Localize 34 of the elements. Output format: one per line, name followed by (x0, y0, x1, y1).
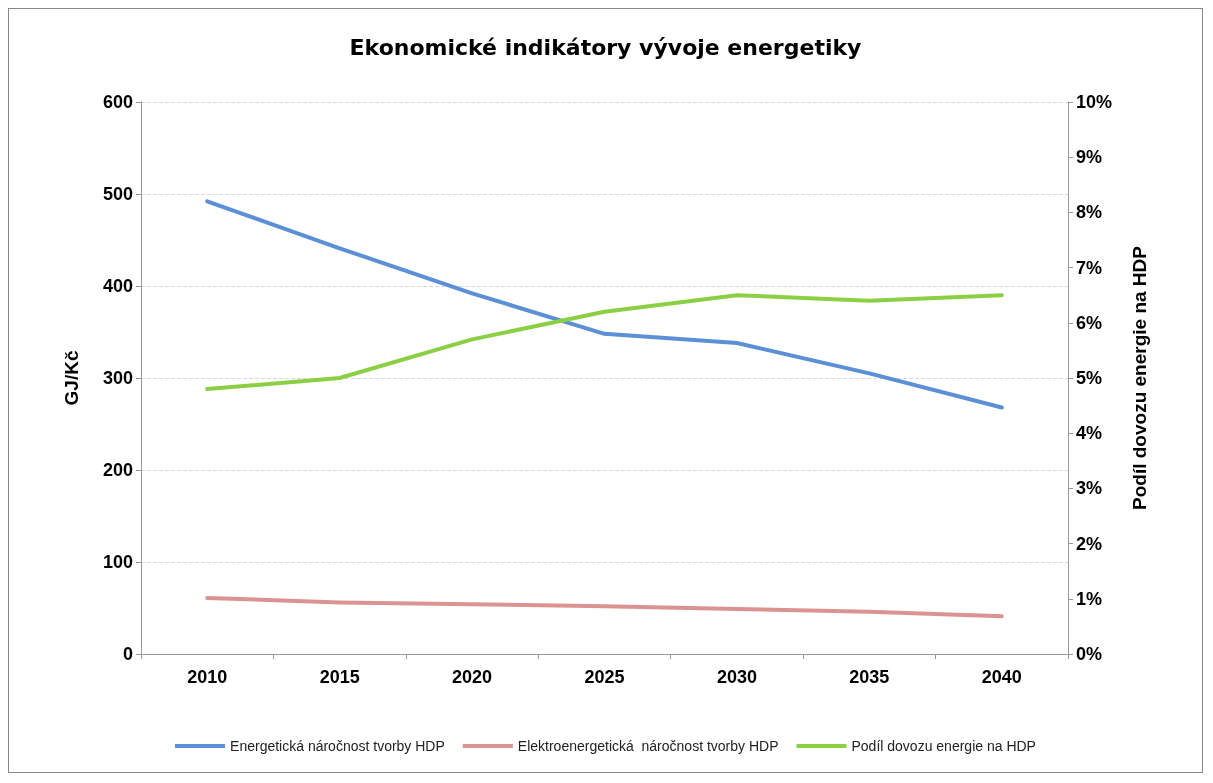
y2-tick-label: 7% (1076, 257, 1103, 278)
x-tick-label: 2035 (849, 667, 890, 687)
y-tick-label: 500 (102, 184, 133, 204)
x-tick-label: 2020 (452, 667, 493, 687)
y2-tick-label: 9% (1076, 147, 1103, 168)
x-tick-label: 2025 (584, 667, 625, 687)
legend-label: Energetická náročnost tvorby HDP (230, 738, 445, 754)
x-tick-label: 2010 (187, 667, 228, 687)
y-tick-label: 600 (102, 92, 133, 112)
y-tick-label: 0 (122, 644, 133, 664)
x-tick-label: 2040 (981, 667, 1022, 687)
y-axis-title: GJ/Kč (61, 350, 82, 406)
y2-tick-label: 4% (1076, 423, 1103, 444)
y2-tick-label: 0% (1076, 644, 1103, 664)
line-series (205, 595, 1004, 619)
y-tick-label: 300 (102, 368, 133, 388)
line-series (205, 199, 1004, 410)
y2-tick-label: 10% (1076, 92, 1113, 112)
y2-tick-label: 6% (1076, 312, 1103, 333)
chart-title: Ekonomické indikátory vývoje energetiky (349, 34, 862, 60)
y-tick-label: 100 (102, 552, 133, 572)
y2-tick-label: 5% (1076, 368, 1103, 388)
y2-tick-label: 3% (1076, 478, 1103, 499)
x-tick-label: 2015 (319, 667, 360, 687)
legend-label: Podíl dovozu energie na HDP (851, 738, 1036, 754)
line-series (205, 293, 1004, 392)
y-tick-label: 200 (102, 460, 133, 480)
y2-tick-label: 8% (1076, 202, 1103, 223)
y2-axis-title: Podíl dovozu energie na HDP (1129, 245, 1150, 510)
y2-tick-label: 1% (1076, 588, 1103, 609)
x-tick-label: 2030 (716, 667, 757, 687)
y2-tick-label: 2% (1076, 533, 1103, 554)
y-tick-label: 400 (102, 276, 133, 296)
legend-label: Elektroenergetická náročnost tvorby HDP (517, 738, 779, 754)
